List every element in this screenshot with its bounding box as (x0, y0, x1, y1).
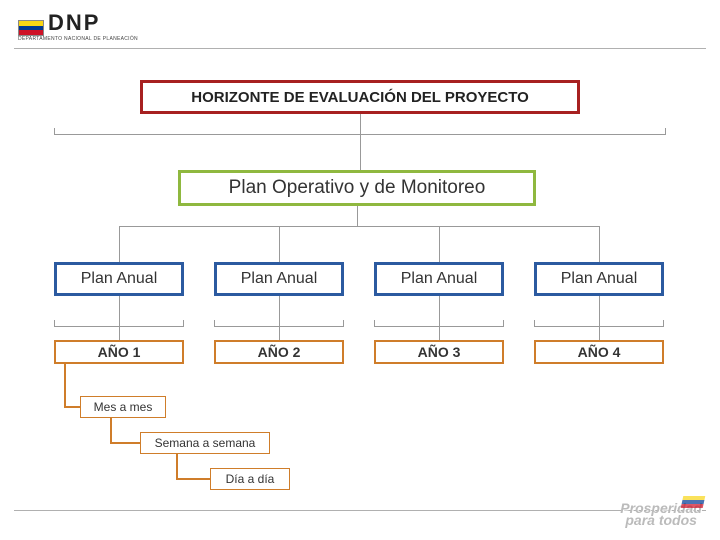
semana-box: Semana a semana (140, 432, 270, 454)
logo-main-text: DNP (48, 10, 100, 36)
connector-vline (54, 320, 55, 326)
connector-elbow-h (176, 478, 210, 480)
connector-vline (119, 296, 120, 326)
connector-elbow-v (64, 364, 66, 406)
connector-vline (599, 226, 600, 262)
connector-vline (54, 128, 55, 134)
title-box: HORIZONTE DE EVALUACIÓN DEL PROYECTO (140, 80, 580, 114)
connector-vline (663, 320, 664, 326)
footer-logo: Prosperidad para todos (620, 500, 702, 528)
connector-vline (374, 320, 375, 326)
connector-vline (279, 326, 280, 340)
connector-vline (119, 226, 120, 262)
connector-elbow-v (110, 418, 112, 442)
connector-hline (54, 134, 666, 135)
plan-anual-2-box: Plan Anual (214, 262, 344, 296)
connector-vline (279, 226, 280, 262)
connector-vline (214, 320, 215, 326)
connector-vline (119, 326, 120, 340)
footer-flag (681, 496, 706, 508)
connector-vline (183, 320, 184, 326)
dia-box: Día a día (210, 468, 290, 490)
bottom-divider (14, 510, 706, 511)
ano-4-box: AÑO 4 (534, 340, 664, 364)
connector-elbow-v (176, 454, 178, 478)
connector-vline (599, 326, 600, 340)
logo-sub-text: DEPARTAMENTO NACIONAL DE PLANEACIÓN (18, 36, 138, 42)
connector-vline (534, 320, 535, 326)
connector-vline (503, 320, 504, 326)
connector-vline (357, 206, 358, 226)
plan-anual-4-box: Plan Anual (534, 262, 664, 296)
ano-1-box: AÑO 1 (54, 340, 184, 364)
connector-elbow-h (64, 406, 80, 408)
ano-2-box: AÑO 2 (214, 340, 344, 364)
connector-vline (439, 326, 440, 340)
connector-vline (665, 128, 666, 134)
connector-vline (343, 320, 344, 326)
connector-vline (439, 296, 440, 326)
ano-3-box: AÑO 3 (374, 340, 504, 364)
connector-vline (360, 136, 361, 170)
connector-vline (360, 114, 361, 136)
plan-anual-3-box: Plan Anual (374, 262, 504, 296)
footer-flag-red (681, 504, 704, 508)
connector-vline (599, 296, 600, 326)
plan-operativo-box: Plan Operativo y de Monitoreo (178, 170, 536, 206)
connector-elbow-h (110, 442, 140, 444)
footer-line2: para todos (620, 512, 702, 528)
mes-box: Mes a mes (80, 396, 166, 418)
connector-vline (279, 296, 280, 326)
connector-vline (439, 226, 440, 262)
top-divider (14, 48, 706, 49)
plan-anual-1-box: Plan Anual (54, 262, 184, 296)
dnp-logo: DNP DEPARTAMENTO NACIONAL DE PLANEACIÓN (18, 10, 138, 42)
flag-stripe-red (19, 30, 43, 35)
connector-hline (119, 226, 599, 227)
logo-flag (18, 20, 44, 36)
